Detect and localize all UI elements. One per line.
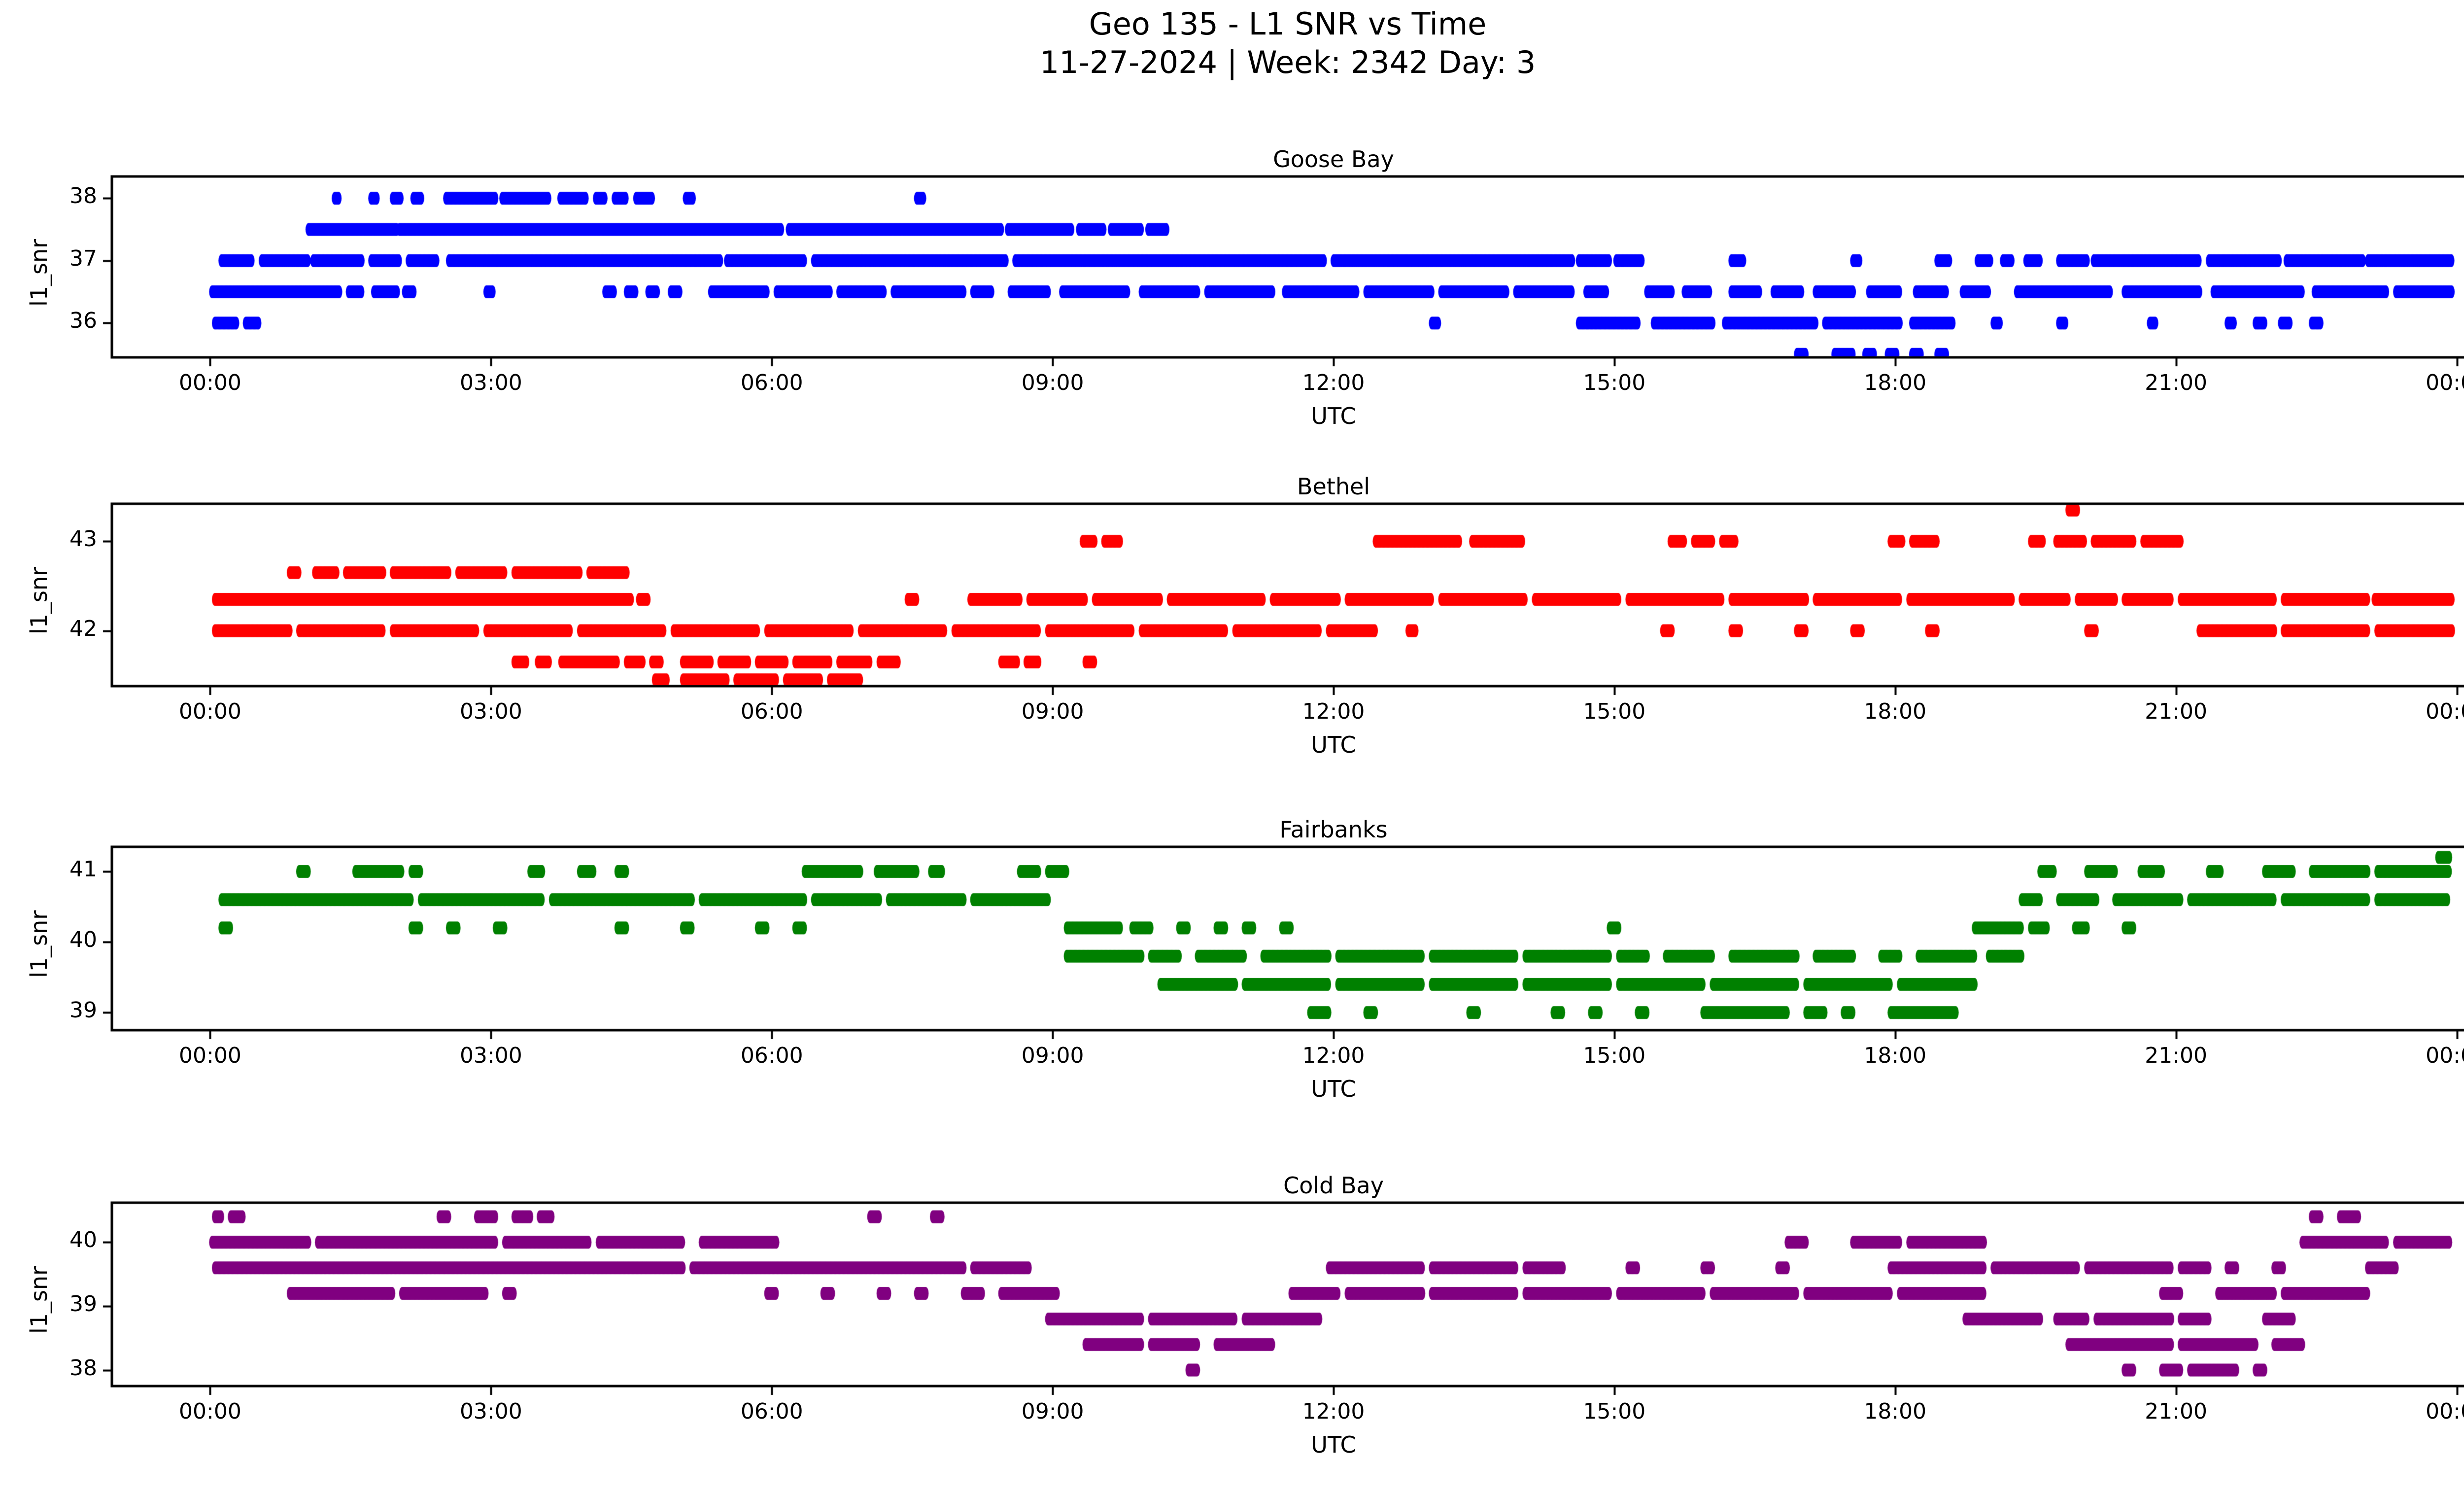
x-tick-label-3-3: 09:00 xyxy=(1021,1399,1084,1424)
y-tick-label-0-0: 36 xyxy=(69,308,97,334)
x-axis-label-3: UTC xyxy=(1311,1431,1356,1458)
x-tick-label-1-8: 00:00 xyxy=(2426,699,2464,724)
x-tick-label-0-7: 21:00 xyxy=(2145,370,2208,395)
x-tick-label-3-6: 18:00 xyxy=(1864,1399,1927,1424)
x-tick-label-3-5: 15:00 xyxy=(1583,1399,1646,1424)
x-tick-label-2-3: 09:00 xyxy=(1021,1043,1084,1068)
x-tick-label-2-0: 00:00 xyxy=(179,1043,241,1068)
x-tick-label-0-3: 09:00 xyxy=(1021,370,1084,395)
panel-title-3: Cold Bay xyxy=(1283,1172,1384,1199)
x-axis-label-2: UTC xyxy=(1311,1076,1356,1102)
y-tick-label-3-1: 39 xyxy=(69,1291,97,1317)
panel-title-0: Goose Bay xyxy=(1273,146,1394,173)
x-tick-label-2-1: 03:00 xyxy=(459,1043,522,1068)
x-tick-label-0-5: 15:00 xyxy=(1583,370,1646,395)
x-tick-label-2-5: 15:00 xyxy=(1583,1043,1646,1068)
y-tick-label-2-0: 39 xyxy=(69,998,97,1023)
suptitle-line-2: 11-27-2024 | Week: 2342 Day: 3 xyxy=(1039,44,1536,81)
x-tick-label-2-6: 18:00 xyxy=(1864,1043,1927,1068)
x-tick-label-1-1: 03:00 xyxy=(459,699,522,724)
x-axis-label-0: UTC xyxy=(1311,403,1356,429)
x-tick-label-1-3: 09:00 xyxy=(1021,699,1084,724)
x-tick-label-0-4: 12:00 xyxy=(1302,370,1365,395)
x-tick-label-2-2: 06:00 xyxy=(740,1043,803,1068)
x-tick-label-2-8: 00:00 xyxy=(2426,1043,2464,1068)
x-tick-label-0-6: 18:00 xyxy=(1864,370,1927,395)
y-tick-label-1-1: 43 xyxy=(69,526,97,552)
x-tick-label-0-2: 06:00 xyxy=(740,370,803,395)
x-tick-label-2-7: 21:00 xyxy=(2145,1043,2208,1068)
panel-title-2: Fairbanks xyxy=(1279,816,1388,843)
x-tick-label-1-7: 21:00 xyxy=(2145,699,2208,724)
x-tick-label-3-7: 21:00 xyxy=(2145,1399,2208,1424)
x-tick-label-0-1: 03:00 xyxy=(459,370,522,395)
panel-title-1: Bethel xyxy=(1297,473,1370,500)
y-tick-label-3-0: 38 xyxy=(69,1355,97,1381)
x-tick-label-1-0: 00:00 xyxy=(179,699,241,724)
x-tick-label-3-2: 06:00 xyxy=(740,1399,803,1424)
y-tick-label-0-1: 37 xyxy=(69,245,97,271)
y-tick-label-0-2: 38 xyxy=(69,183,97,209)
x-tick-label-0-0: 00:00 xyxy=(179,370,241,395)
suptitle-line-1: Geo 135 - L1 SNR vs Time xyxy=(1089,6,1487,42)
x-tick-label-1-6: 18:00 xyxy=(1864,699,1927,724)
x-tick-label-3-8: 00:00 xyxy=(2426,1399,2464,1424)
x-tick-label-1-4: 12:00 xyxy=(1302,699,1365,724)
y-tick-label-1-0: 42 xyxy=(69,616,97,641)
x-tick-label-1-2: 06:00 xyxy=(740,699,803,724)
figure-suptitle: Geo 135 - L1 SNR vs Time 11-27-2024 | We… xyxy=(0,5,2464,82)
x-tick-label-0-8: 00:00 xyxy=(2426,370,2464,395)
x-tick-label-1-5: 15:00 xyxy=(1583,699,1646,724)
y-tick-label-3-2: 40 xyxy=(69,1227,97,1253)
x-axis-label-1: UTC xyxy=(1311,731,1356,758)
x-tick-label-2-4: 12:00 xyxy=(1302,1043,1365,1068)
x-tick-label-3-0: 00:00 xyxy=(179,1399,241,1424)
x-tick-label-3-1: 03:00 xyxy=(459,1399,522,1424)
x-tick-label-3-4: 12:00 xyxy=(1302,1399,1365,1424)
y-tick-label-2-2: 41 xyxy=(69,857,97,882)
y-tick-label-2-1: 40 xyxy=(69,927,97,953)
